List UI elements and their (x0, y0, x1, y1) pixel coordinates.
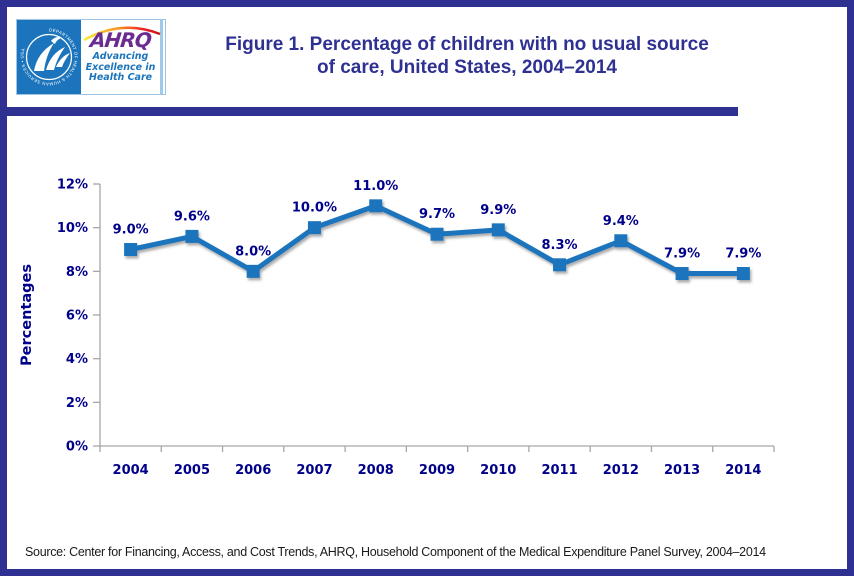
tagline-line: Advancing (92, 51, 149, 62)
hhs-seal-icon: DEPARTMENT OF HEALTH & HUMAN SERVICES • … (17, 20, 81, 94)
svg-text:2013: 2013 (664, 463, 700, 478)
tagline-line: Health Care (88, 72, 153, 83)
title-underline (7, 107, 738, 116)
svg-text:2007: 2007 (296, 463, 332, 478)
svg-text:10.0%: 10.0% (292, 201, 337, 216)
svg-text:9.0%: 9.0% (113, 223, 149, 238)
line-chart: 0% 2% 4% 6% 8% 10% 12% 2004 2005 2006 2007 2008 2009… (19, 178, 775, 478)
figure-title-line-1: Figure 1. Percentage of children with no… (225, 34, 709, 55)
svg-text:8.3%: 8.3% (542, 238, 578, 253)
svg-text:12%: 12% (57, 178, 88, 193)
svg-text:8%: 8% (66, 265, 88, 280)
eagle-icon (34, 37, 70, 71)
ahrq-wordmark: AHRQ (88, 28, 153, 52)
svg-text:2012: 2012 (603, 463, 639, 478)
svg-text:7.9%: 7.9% (725, 247, 761, 262)
svg-text:9.9%: 9.9% (480, 203, 516, 218)
svg-text:2%: 2% (66, 396, 88, 411)
svg-text:2009: 2009 (419, 463, 455, 478)
ahrq-tagline: Advancing Excellence in Health Care (81, 51, 160, 84)
svg-text:2008: 2008 (358, 463, 394, 478)
svg-text:11.0%: 11.0% (353, 179, 398, 194)
tagline-line: Excellence in (85, 61, 156, 73)
svg-text:4%: 4% (66, 352, 88, 367)
svg-text:7.9%: 7.9% (664, 247, 700, 262)
ahrq-arc-icon (83, 26, 161, 41)
svg-text:2011: 2011 (541, 463, 577, 478)
svg-text:Percentages: Percentages (19, 264, 35, 366)
ahrq-logo: AHRQ Advancing Excellence in Health Care (81, 20, 163, 94)
figure-title: Figure 1. Percentage of children with no… (167, 33, 767, 79)
svg-text:2004: 2004 (113, 463, 149, 478)
hhs-ahrq-logo: DEPARTMENT OF HEALTH & HUMAN SERVICES • … (16, 19, 166, 95)
svg-text:10%: 10% (57, 221, 88, 236)
svg-text:8.0%: 8.0% (235, 244, 271, 259)
svg-text:6%: 6% (66, 309, 88, 324)
svg-text:9.7%: 9.7% (419, 207, 455, 222)
svg-text:2014: 2014 (725, 463, 761, 478)
svg-text:2005: 2005 (174, 463, 210, 478)
source-note: Source: Center for Financing, Access, an… (25, 545, 766, 559)
svg-text:2010: 2010 (480, 463, 516, 478)
svg-text:2006: 2006 (235, 463, 271, 478)
svg-text:0%: 0% (66, 440, 88, 455)
figure-title-line-2: of care, United States, 2004–2014 (317, 57, 617, 78)
svg-text:9.6%: 9.6% (174, 209, 210, 224)
svg-text:9.4%: 9.4% (603, 214, 639, 229)
